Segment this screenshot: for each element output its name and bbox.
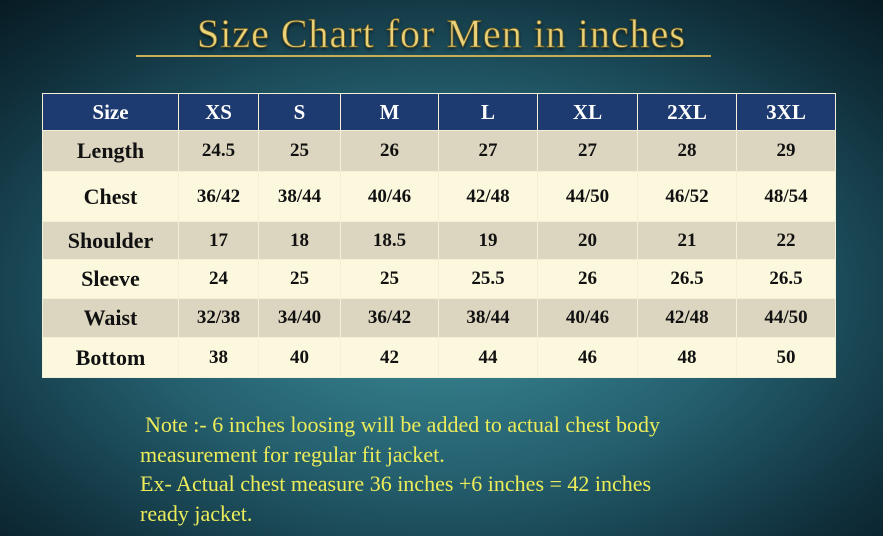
- cell: 38/44: [258, 171, 341, 222]
- cell: 42/48: [438, 171, 538, 222]
- table-row: Chest 36/42 38/44 40/46 42/48 44/50 46/52 48/54: [42, 171, 836, 222]
- cell: 22: [736, 221, 836, 260]
- row-label: Chest: [42, 171, 179, 222]
- cell: 26.5: [637, 259, 737, 299]
- cell: 25: [258, 259, 341, 299]
- cell: 40/46: [537, 298, 638, 338]
- cell: 28: [637, 130, 737, 172]
- cell: 26: [537, 259, 638, 299]
- row-label: Sleeve: [42, 259, 179, 299]
- cell: 36/42: [340, 298, 439, 338]
- header-row: Size XS S M L XL 2XL 3XL: [42, 93, 836, 131]
- row-label: Bottom: [42, 337, 179, 378]
- size-table: Size XS S M L XL 2XL 3XL Length 24.5 25 26 27 27 28 29…: [42, 93, 836, 378]
- title: Size Chart for Men in inches: [197, 11, 686, 57]
- table-body: Length 24.5 25 26 27 27 28 29 Chest 36/42 38/44 40/…: [42, 130, 836, 378]
- row-label: Length: [42, 130, 179, 172]
- header-cell: 3XL: [736, 93, 836, 131]
- header-cell: L: [438, 93, 538, 131]
- cell: 36/42: [178, 171, 259, 222]
- header-cell: Size: [42, 93, 179, 131]
- cell: 26: [340, 130, 439, 172]
- note-line: Note :- 6 inches loosing will be added t…: [145, 412, 661, 437]
- cell: 25: [258, 130, 341, 172]
- table-row: Waist 32/38 34/40 36/42 38/44 40/46 42/48 44/50: [42, 298, 836, 338]
- cell: 32/38: [178, 298, 259, 338]
- cell: 29: [736, 130, 836, 172]
- table-row: Sleeve 24 25 25 25.5 26 26.5 26.5: [42, 259, 836, 299]
- table-row: Bottom 38 40 42 44 46 48 50: [42, 337, 836, 378]
- cell: 46: [537, 337, 638, 378]
- cell: 25: [340, 259, 439, 299]
- cell: 17: [178, 221, 259, 260]
- header-cell: M: [340, 93, 439, 131]
- cell: 48/54: [736, 171, 836, 222]
- cell: 40: [258, 337, 341, 378]
- cell: 27: [537, 130, 638, 172]
- header-cell: XS: [178, 93, 259, 131]
- note-line: measurement for regular fit jacket.: [140, 441, 445, 467]
- cell: 26.5: [736, 259, 836, 299]
- cell: 19: [438, 221, 538, 260]
- title-underline: [136, 55, 711, 57]
- note-line: ready jacket.: [140, 500, 253, 526]
- header-cell: XL: [537, 93, 638, 131]
- cell: 34/40: [258, 298, 341, 338]
- header-cell: 2XL: [637, 93, 737, 131]
- cell: 24.5: [178, 130, 259, 172]
- row-label: Shoulder: [42, 221, 179, 260]
- cell: 18.5: [340, 221, 439, 260]
- cell: 24: [178, 259, 259, 299]
- cell: 27: [438, 130, 538, 172]
- table-row: Length 24.5 25 26 27 27 28 29: [42, 130, 836, 172]
- cell: 38/44: [438, 298, 538, 338]
- row-label: Waist: [42, 298, 179, 338]
- cell: 42/48: [637, 298, 737, 338]
- note-line: Ex- Actual chest measure 36 inches +6 in…: [140, 471, 652, 496]
- cell: 48: [637, 337, 737, 378]
- cell: 42: [340, 337, 439, 378]
- cell: 38: [178, 337, 259, 378]
- cell: 21: [637, 221, 737, 260]
- note: Note :- 6 inches loosing will be added t…: [140, 410, 660, 528]
- cell: 18: [258, 221, 341, 260]
- cell: 44/50: [736, 298, 836, 338]
- header-cell: S: [258, 93, 341, 131]
- table-row: Shoulder 17 18 18.5 19 20 21 22: [42, 221, 836, 260]
- cell: 25.5: [438, 259, 538, 299]
- cell: 20: [537, 221, 638, 260]
- cell: 46/52: [637, 171, 737, 222]
- cell: 40/46: [340, 171, 439, 222]
- cell: 44/50: [537, 171, 638, 222]
- cell: 50: [736, 337, 836, 378]
- cell: 44: [438, 337, 538, 378]
